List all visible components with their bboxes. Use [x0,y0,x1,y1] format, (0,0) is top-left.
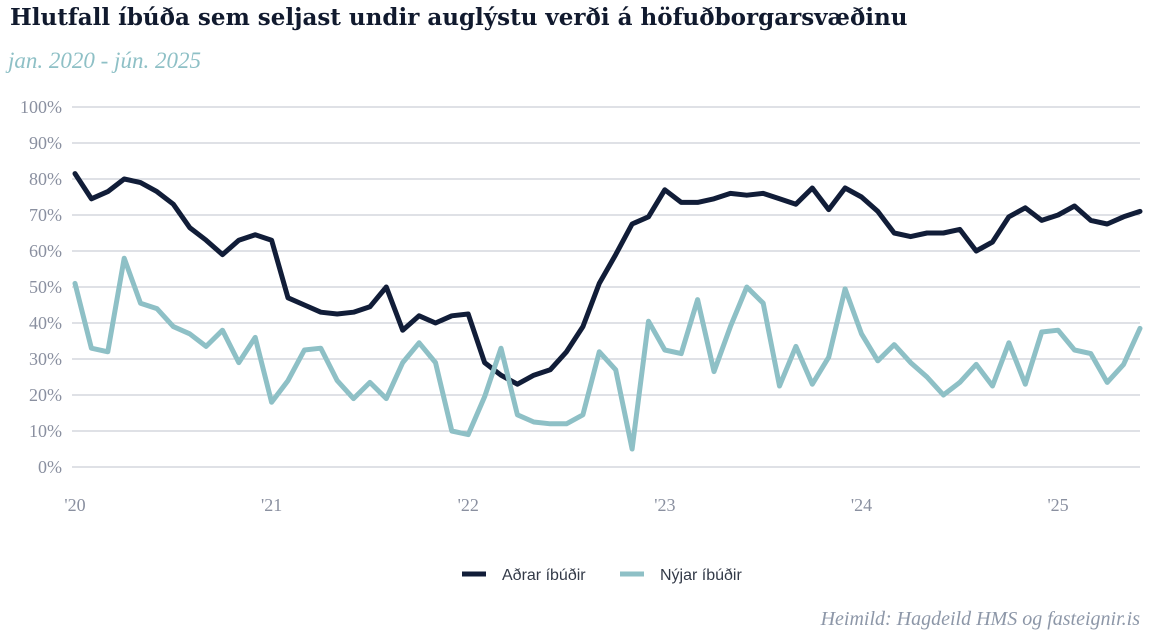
y-tick-label: 0% [38,457,62,477]
y-tick-label: 50% [29,277,62,297]
gridlines [72,106,1140,468]
x-tick-label: '23 [654,495,675,515]
x-tick-label: '22 [458,495,479,515]
y-tick-label: 20% [29,385,62,405]
source-note: Heimild: Hagdeild HMS og fasteignir.is [820,608,1140,630]
series-line-1 [72,171,1143,387]
y-tick-label: 60% [29,241,62,261]
chart-title: Hlutfall íbúða sem seljast undir auglýst… [10,4,908,31]
chart-subtitle: jan. 2020 - jún. 2025 [8,48,201,73]
x-tick-label: '24 [851,495,872,515]
x-tick-label: '20 [64,495,85,515]
y-tick-label: 70% [29,205,62,225]
y-tick-label: 10% [29,421,62,441]
y-tick-label: 80% [29,169,62,189]
y-tick-label: 100% [20,97,62,117]
y-axis-ticks: 0% 10% 20% 30% 40% 50% 60% 70% 80% 90% 100% [20,97,62,477]
y-tick-label: 40% [29,313,62,333]
x-tick-label: '25 [1047,495,1068,515]
legend-label: Aðrar íbúðir [502,567,586,584]
legend: Aðrar íbúðir Nýjar íbúðir [462,567,742,584]
y-tick-label: 30% [29,349,62,369]
x-tick-label: '21 [261,495,282,515]
x-axis-ticks: '20 '21 '22 '23 '24 '25 [64,495,1068,515]
legend-label: Nýjar íbúðir [660,567,742,584]
series-lines [72,171,1143,452]
series-line-2 [72,255,1143,452]
y-tick-label: 90% [29,133,62,153]
